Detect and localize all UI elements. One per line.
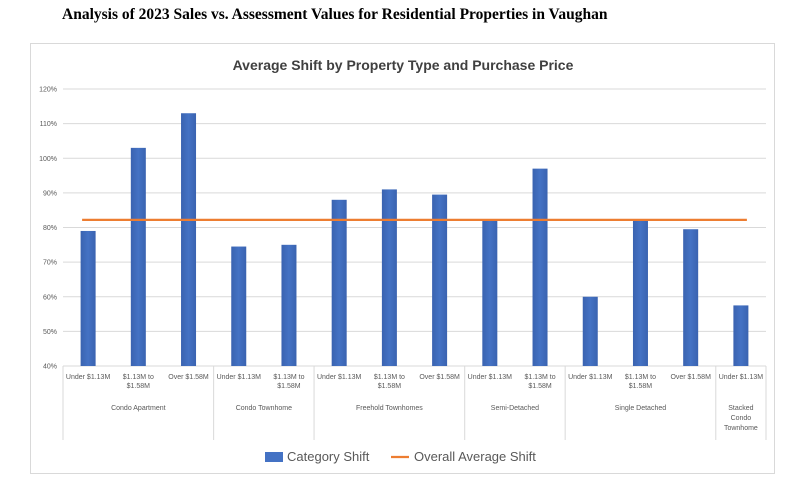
bar	[130, 147, 146, 366]
legend-swatch-category-shift	[265, 452, 283, 462]
x-category-label-line: $1.58M	[629, 383, 653, 390]
x-group-label-line: Condo Apartment	[111, 405, 166, 412]
bar	[733, 305, 749, 366]
bar	[432, 194, 448, 366]
y-tick-label: 50%	[43, 329, 57, 336]
x-category-label-line: Over $1.58M	[168, 374, 209, 381]
page-heading: Analysis of 2023 Sales vs. Assessment Va…	[62, 6, 608, 23]
legend-label-overall-average: Overall Average Shift	[414, 449, 536, 464]
x-category-label: Under $1.13M	[66, 374, 111, 381]
x-category-label: Under $1.13M	[719, 374, 764, 381]
chart-title: Average Shift by Property Type and Purch…	[233, 57, 574, 73]
x-category-label-line: $1.13M to	[374, 374, 405, 381]
bar	[482, 220, 498, 366]
x-category-label-line: Over $1.58M	[419, 374, 460, 381]
x-category-label-line: $1.13M to	[123, 374, 154, 381]
x-group-label-line: Townhome	[724, 425, 758, 432]
bar	[80, 230, 96, 366]
x-category-label-line: $1.58M	[277, 383, 301, 390]
gridlines	[63, 88, 766, 367]
x-category-label-line: Over $1.58M	[670, 374, 711, 381]
bar-series	[80, 113, 749, 366]
bar	[582, 296, 598, 366]
x-group-label: Stacked Condo Townhome	[724, 405, 758, 432]
chart-frame: Average Shift by Property Type and Purch…	[30, 43, 775, 474]
bar	[632, 220, 648, 366]
x-category-label-line: Under $1.13M	[317, 374, 362, 381]
bar	[683, 229, 699, 366]
bar	[381, 189, 397, 366]
x-category-label: $1.13M to $1.58M	[524, 374, 555, 390]
bar	[331, 199, 347, 366]
x-group-label-line: Condo Townhome	[236, 405, 292, 412]
bar	[532, 168, 548, 366]
x-group-label-line: Freehold Townhomes	[356, 405, 423, 412]
x-category-label-line: Under $1.13M	[468, 374, 513, 381]
x-category-label-line: Under $1.13M	[719, 374, 764, 381]
y-tick-label: 90%	[43, 190, 57, 197]
x-category-label: Over $1.58M	[670, 374, 711, 381]
bar	[281, 244, 297, 366]
x-category-label: Over $1.58M	[168, 374, 209, 381]
y-axis-ticks: 40% 50% 60% 70% 80% 90% 100% 110% 120%	[39, 87, 57, 371]
x-category-label-line: $1.58M	[528, 383, 552, 390]
bar-chart: Average Shift by Property Type and Purch…	[39, 57, 767, 464]
x-group-label-line: Semi-Detached	[491, 405, 539, 412]
y-tick-label: 60%	[43, 294, 57, 301]
x-category-label: Under $1.13M	[317, 374, 362, 381]
x-axis-category-labels: Under $1.13M $1.13M to $1.58M Over $1.58M Un…	[66, 374, 763, 390]
x-category-label: Over $1.58M	[419, 374, 460, 381]
x-group-label-line: Stacked	[728, 405, 753, 412]
x-category-label: $1.13M to $1.58M	[123, 374, 154, 390]
x-category-label-line: $1.13M to	[273, 374, 304, 381]
x-category-label: Under $1.13M	[217, 374, 262, 381]
bar	[181, 113, 197, 366]
x-group-label: Condo Townhome	[236, 405, 292, 412]
x-category-label: Under $1.13M	[568, 374, 613, 381]
x-category-label-line: $1.58M	[127, 383, 151, 390]
x-category-label: $1.13M to $1.58M	[374, 374, 405, 390]
x-group-label: Single Detached	[615, 405, 666, 412]
x-group-label: Freehold Townhomes	[356, 405, 423, 412]
x-group-label: Semi-Detached	[491, 405, 539, 412]
x-category-label-line: Under $1.13M	[66, 374, 111, 381]
x-category-label-line: $1.58M	[378, 383, 402, 390]
x-category-label-line: $1.13M to	[524, 374, 555, 381]
x-category-label: Under $1.13M	[468, 374, 513, 381]
y-tick-label: 70%	[43, 260, 57, 267]
bar	[231, 246, 247, 366]
y-tick-label: 120%	[39, 87, 57, 94]
y-tick-label: 80%	[43, 225, 57, 232]
x-category-label-line: Under $1.13M	[568, 374, 613, 381]
x-category-label: $1.13M to $1.58M	[625, 374, 656, 390]
x-group-label-line: Single Detached	[615, 405, 666, 412]
y-tick-label: 40%	[43, 364, 57, 371]
x-group-label: Condo Apartment	[111, 405, 166, 412]
x-group-label-line: Condo	[731, 415, 752, 422]
x-axis-group-labels: Condo Apartment Condo Townhome Freehold To…	[62, 366, 767, 440]
legend-label-category-shift: Category Shift	[287, 449, 370, 464]
x-category-label: $1.13M to $1.58M	[273, 374, 304, 390]
x-category-label-line: Under $1.13M	[217, 374, 262, 381]
y-tick-label: 100%	[39, 156, 57, 163]
x-category-label-line: $1.13M to	[625, 374, 656, 381]
y-tick-label: 110%	[40, 121, 57, 128]
legend: Category Shift Overall Average Shift	[265, 449, 536, 464]
